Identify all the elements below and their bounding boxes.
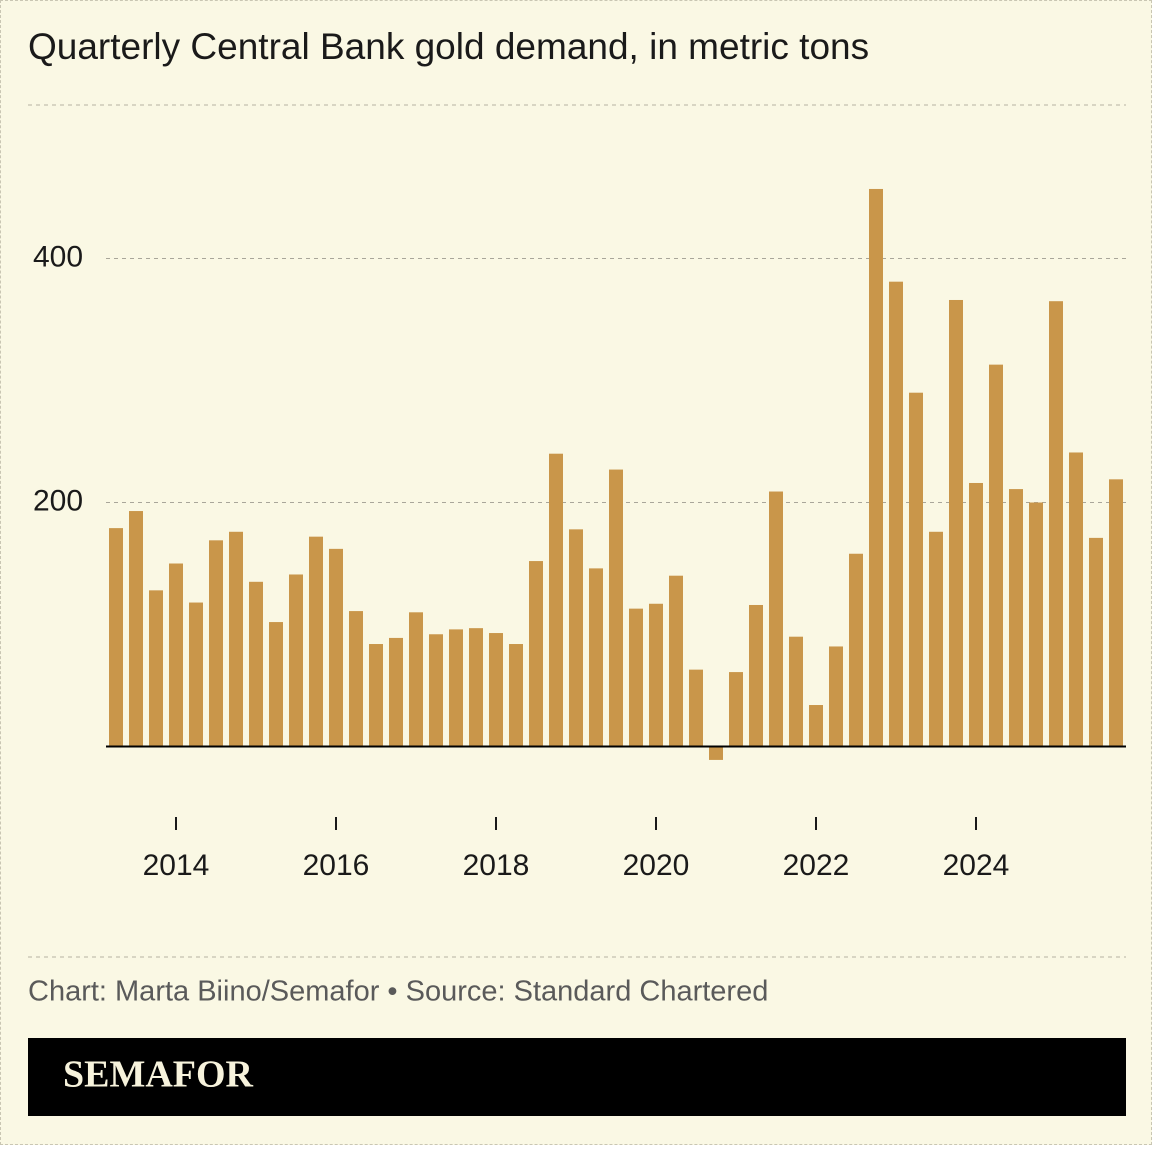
x-tick-label: 2016 <box>303 849 370 882</box>
bar <box>1069 452 1083 747</box>
bar <box>769 491 783 747</box>
y-tick-label: 400 <box>33 240 83 273</box>
bar <box>909 392 923 747</box>
bar <box>829 646 843 747</box>
bar <box>649 603 663 747</box>
bar <box>709 746 723 760</box>
x-tick-label: 2014 <box>143 849 210 882</box>
brand: SEMAFOR <box>63 1054 254 1096</box>
bar <box>209 540 223 747</box>
bar <box>469 628 483 747</box>
bar <box>269 622 283 747</box>
bar <box>409 612 423 747</box>
bar <box>729 672 743 747</box>
bar <box>589 568 603 747</box>
bar <box>869 188 883 747</box>
x-tick-label: 2024 <box>943 849 1010 882</box>
bar <box>669 575 683 747</box>
bar <box>169 563 183 747</box>
bar <box>369 644 383 747</box>
x-tick-label: 2022 <box>783 849 850 882</box>
bar <box>1009 489 1023 747</box>
bar <box>489 633 503 747</box>
y-tick-label: 200 <box>33 484 83 517</box>
bar <box>249 581 263 747</box>
bar <box>1089 537 1103 747</box>
bar <box>569 529 583 747</box>
bar <box>429 634 443 747</box>
bar <box>129 511 143 747</box>
bar <box>689 669 703 747</box>
bar <box>1029 502 1043 747</box>
bar <box>989 364 1003 747</box>
bar <box>529 561 543 747</box>
bar <box>1109 479 1123 747</box>
bar <box>949 299 963 747</box>
chart-title: Quarterly Central Bank gold demand, in m… <box>28 26 869 67</box>
bar <box>189 602 203 747</box>
bar <box>229 531 243 747</box>
x-tick-label: 2020 <box>623 849 690 882</box>
bar <box>389 637 403 747</box>
bar <box>629 608 643 747</box>
bar <box>849 553 863 747</box>
bar <box>309 536 323 747</box>
bar <box>549 453 563 747</box>
x-tick-label: 2018 <box>463 849 530 882</box>
bar <box>109 528 123 747</box>
bar <box>509 644 523 747</box>
bar <box>609 469 623 747</box>
bar <box>749 604 763 747</box>
bar <box>149 590 163 747</box>
bar <box>1049 301 1063 747</box>
bar <box>289 574 303 747</box>
bar <box>969 482 983 747</box>
bar <box>329 548 343 747</box>
bar <box>789 636 803 747</box>
bar <box>349 611 363 747</box>
bar <box>809 705 823 747</box>
source: Chart: Marta Biino/Semafor • Source: Sta… <box>28 976 768 1008</box>
bar <box>889 281 903 747</box>
bar <box>929 531 943 747</box>
bar <box>449 629 463 747</box>
brand-bar <box>28 1038 1126 1116</box>
